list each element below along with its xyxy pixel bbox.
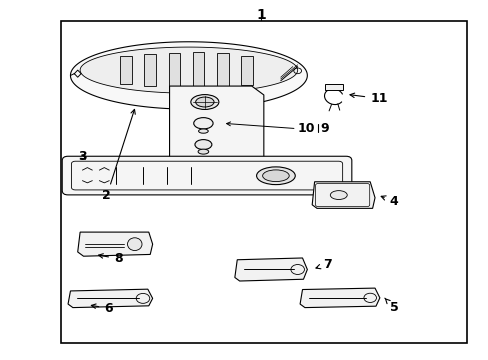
- Bar: [144, 54, 156, 86]
- Ellipse shape: [190, 95, 219, 109]
- Text: 6: 6: [91, 302, 113, 315]
- Bar: [325, 84, 342, 90]
- Ellipse shape: [193, 118, 213, 129]
- FancyBboxPatch shape: [62, 156, 351, 195]
- Text: 2: 2: [102, 109, 135, 202]
- Ellipse shape: [329, 191, 346, 199]
- PathPatch shape: [169, 86, 264, 161]
- Bar: [120, 56, 132, 84]
- PathPatch shape: [234, 258, 307, 281]
- Ellipse shape: [256, 167, 295, 185]
- Bar: [241, 56, 252, 85]
- Polygon shape: [70, 42, 307, 109]
- PathPatch shape: [68, 289, 152, 307]
- Bar: [168, 53, 180, 87]
- Polygon shape: [80, 47, 297, 93]
- Text: 5: 5: [384, 298, 397, 314]
- Text: 11: 11: [349, 92, 387, 105]
- Text: 4: 4: [381, 195, 397, 208]
- Text: 3: 3: [78, 150, 87, 163]
- Ellipse shape: [198, 129, 208, 133]
- Ellipse shape: [262, 170, 288, 181]
- Ellipse shape: [198, 149, 208, 154]
- Ellipse shape: [195, 97, 214, 107]
- Bar: [61, 21, 466, 343]
- Bar: [192, 53, 204, 88]
- PathPatch shape: [300, 288, 379, 307]
- PathPatch shape: [311, 182, 374, 208]
- Ellipse shape: [127, 238, 142, 251]
- Text: 1: 1: [256, 8, 266, 22]
- Text: 8: 8: [99, 252, 122, 265]
- PathPatch shape: [78, 232, 152, 256]
- Text: 10: 10: [297, 122, 315, 135]
- Ellipse shape: [195, 140, 211, 149]
- Text: 7: 7: [315, 258, 331, 271]
- Bar: [217, 53, 228, 87]
- Text: 9: 9: [320, 122, 328, 135]
